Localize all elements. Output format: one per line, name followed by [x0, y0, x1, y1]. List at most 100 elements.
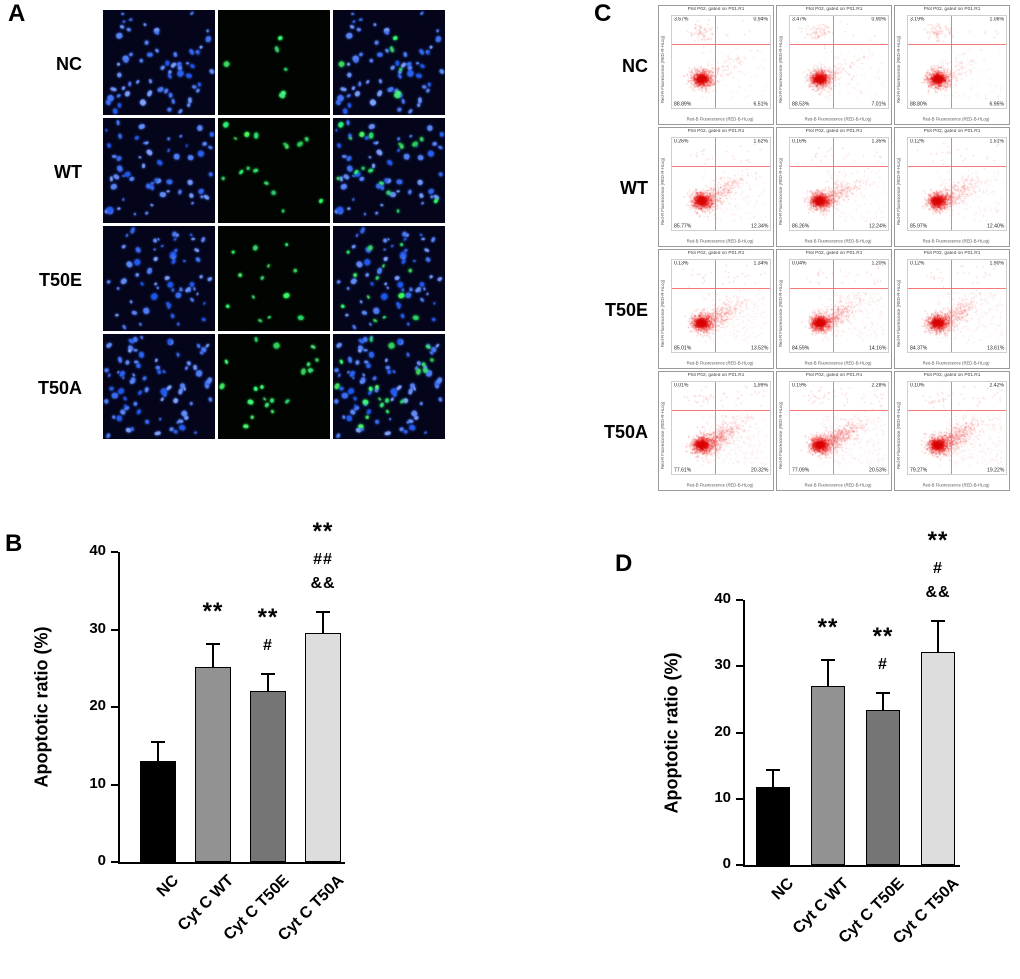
- bar-nc: [756, 787, 790, 865]
- significance-marker: **: [872, 623, 894, 651]
- quadrant-upper-right-percentage: 1.62%: [753, 139, 768, 145]
- flow-plot: Plot P02, gated on P01.R1 0.19% 2.28% 77.09…: [776, 371, 892, 491]
- quadrant-line-horizontal: [908, 166, 1006, 167]
- quadrant-line-vertical: [951, 138, 952, 230]
- quadrant-line-vertical: [715, 260, 716, 352]
- quadrant-lower-right-percentage: 6.95%: [989, 101, 1004, 107]
- bar-chart-d: 0 10 20 30 40 Apoptotic ratio (%) NC ** Cyt C WT…: [560, 480, 1020, 979]
- y-tick: [736, 599, 743, 601]
- error-bar-stem: [267, 674, 269, 693]
- panel-a-row-labels: NC WT T50E T50A: [10, 10, 82, 442]
- quadrant-line-vertical: [715, 382, 716, 474]
- quadrant-lower-left-percentage: 85.77%: [674, 223, 692, 229]
- flow-y-axis-label: Red-R Fluorescence (RED-R-HLog): [661, 279, 666, 347]
- significance-marker: #: [933, 559, 943, 577]
- flow-y-axis-label: Red-R Fluorescence (RED-R-HLog): [661, 157, 666, 225]
- quadrant-upper-left-percentage: 3.47%: [792, 17, 807, 23]
- flow-plot-region: 0.04% 1.20% 84.59% 14.16%: [789, 259, 889, 353]
- quadrant-lower-right-percentage: 12.40%: [986, 223, 1004, 229]
- flow-plot-title: Plot P02, gated on P01.R1: [687, 251, 745, 256]
- significance-marker: &&: [310, 574, 336, 592]
- flow-plot: Plot P02, gated on P01.R1 0.12% 1.51% 85.97…: [894, 127, 1010, 247]
- y-tick-label: 40: [714, 590, 731, 607]
- flow-scatter: [672, 260, 770, 352]
- quadrant-lower-left-percentage: 85.01%: [674, 345, 692, 351]
- flow-x-axis-label: Red-B Fluorescence (RED-B-HLog): [922, 483, 990, 488]
- quadrant-lower-left-percentage: 88.89%: [674, 101, 692, 107]
- quadrant-upper-left-percentage: 3.19%: [910, 17, 925, 23]
- micro-image-nc-merge: [333, 10, 445, 115]
- flow-plot-title: Plot P02, gated on P01.R1: [805, 251, 863, 256]
- quadrant-line-horizontal: [790, 410, 888, 411]
- flow-plot: Plot P02, gated on P01.R1 3.47% 0.90% 88.53…: [776, 5, 892, 125]
- flow-plot: Plot P02, gated on P01.R1 0.13% 1.34% 85.01…: [658, 249, 774, 369]
- significance-marker: **: [312, 517, 334, 545]
- micro-image-nc-tunel: [218, 10, 330, 115]
- flow-plot: Plot P02, gated on P01.R1 0.04% 1.20% 84.59…: [776, 249, 892, 369]
- flow-y-axis-label: Red-R Fluorescence (RED-R-HLog): [897, 279, 902, 347]
- quadrant-upper-left-percentage: 0.10%: [910, 383, 925, 389]
- y-tick: [111, 706, 118, 708]
- quadrant-lower-left-percentage: 77.61%: [674, 467, 692, 473]
- quadrant-line-vertical: [951, 16, 952, 108]
- flow-plot: Plot P02, gated on P01.R1 0.10% 2.42% 79.27…: [894, 371, 1010, 491]
- quadrant-upper-right-percentage: 1.20%: [871, 261, 886, 267]
- error-bar-cap: [931, 619, 945, 622]
- quadrant-lower-right-percentage: 12.34%: [750, 223, 768, 229]
- quadrant-lower-right-percentage: 19.22%: [986, 467, 1004, 473]
- flow-y-axis-label: Red-R Fluorescence (RED-R-HLog): [779, 157, 784, 225]
- quadrant-upper-right-percentage: 1.35%: [871, 139, 886, 145]
- bar-cyt-c-wt: [195, 666, 231, 862]
- quadrant-lower-right-percentage: 13.61%: [986, 345, 1004, 351]
- micro-image-t50e-tunel: [218, 226, 330, 331]
- flow-y-axis-label: Red-R Fluorescence (RED-R-HLog): [897, 401, 902, 469]
- quadrant-lower-right-percentage: 12.24%: [868, 223, 886, 229]
- panel-b: B 0 10 20 30 40 Apoptotic ratio (%) NC ** Cyt C …: [0, 480, 470, 979]
- significance-marker: #: [263, 637, 273, 655]
- quadrant-upper-right-percentage: 2.42%: [989, 383, 1004, 389]
- flow-plot: Plot P02, gated on P01.R1 0.12% 1.90% 84.37…: [894, 249, 1010, 369]
- quadrant-upper-left-percentage: 0.16%: [792, 139, 807, 145]
- quadrant-lower-right-percentage: 6.51%: [753, 101, 768, 107]
- flow-scatter: [908, 138, 1006, 230]
- flow-plot-region: 0.12% 1.51% 85.97% 12.40%: [907, 137, 1007, 231]
- flow-plot-title: Plot P02, gated on P01.R1: [923, 129, 981, 134]
- panel-a-label: A: [8, 0, 26, 27]
- y-tick-label: 0: [97, 852, 106, 869]
- y-tick-label: 20: [89, 697, 106, 714]
- quadrant-upper-left-percentage: 0.04%: [792, 261, 807, 267]
- flow-x-axis-label: Red-B Fluorescence (RED-B-HLog): [804, 117, 872, 122]
- quadrant-upper-right-percentage: 2.28%: [871, 383, 886, 389]
- error-bar-cap: [261, 673, 275, 676]
- flow-scatter: [790, 260, 888, 352]
- y-axis-title: Apoptotic ratio (%): [661, 652, 682, 813]
- significance-marker: **: [927, 526, 949, 554]
- flow-scatter: [908, 382, 1006, 474]
- y-tick: [736, 665, 743, 668]
- error-bar-stem: [882, 693, 884, 712]
- flow-x-axis-label: Red-B Fluorescence (RED-B-HLog): [686, 483, 754, 488]
- flow-plot-region: 0.13% 1.34% 85.01% 13.52%: [671, 259, 771, 353]
- micro-image-wt-dapi: [103, 118, 215, 223]
- quadrant-line-horizontal: [790, 288, 888, 289]
- flow-x-axis-label: Red-B Fluorescence (RED-B-HLog): [922, 117, 990, 122]
- flow-plot-region: 3.47% 0.90% 88.53% 7.01%: [789, 15, 889, 109]
- flow-x-axis-label: Red-B Fluorescence (RED-B-HLog): [922, 361, 990, 366]
- quadrant-line-vertical: [833, 382, 834, 474]
- flow-scatter: [790, 382, 888, 474]
- quadrant-line-vertical: [715, 16, 716, 108]
- y-tick-label: 20: [714, 722, 731, 740]
- panel-c-row-label: T50E: [604, 299, 648, 320]
- micro-image-t50a-dapi: [103, 334, 215, 439]
- bar-cyt-c-t50a: [305, 633, 341, 862]
- flow-plot-title: Plot P02, gated on P01.R1: [805, 7, 863, 12]
- flow-plot-region: 0.16% 1.35% 86.26% 12.24%: [789, 137, 889, 231]
- error-bar-stem: [827, 660, 829, 689]
- error-bar-stem: [937, 620, 939, 654]
- quadrant-line-horizontal: [672, 410, 770, 411]
- flow-scatter: [790, 138, 888, 230]
- flow-scatter: [908, 16, 1006, 108]
- flow-plot-title: Plot P02, gated on P01.R1: [687, 373, 745, 378]
- y-tick: [736, 731, 743, 734]
- quadrant-lower-right-percentage: 7.01%: [871, 101, 886, 107]
